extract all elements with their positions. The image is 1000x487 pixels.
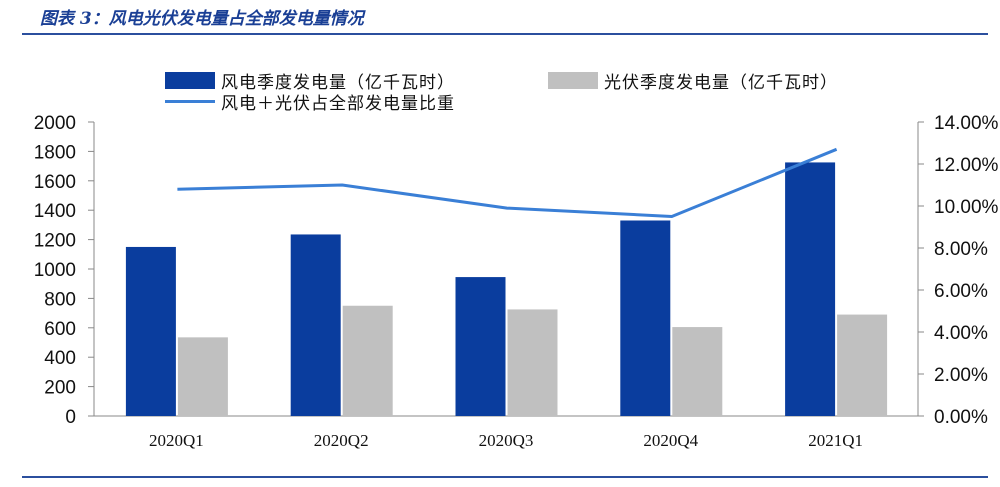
right-tick-label: 14.00%: [934, 113, 999, 134]
right-tick-label: 2.00%: [934, 365, 988, 386]
x-tick-label: 2020Q1: [149, 431, 204, 450]
bar-wind: [290, 234, 341, 416]
bar-solar: [672, 327, 723, 416]
left-tick-label: 1200: [34, 231, 76, 252]
legend-item-wind: 风电季度发电量（亿千瓦时）: [165, 68, 455, 93]
right-tick-label: 6.00%: [934, 281, 988, 302]
bar-solar: [342, 305, 393, 416]
legend-label-wind: 风电季度发电量（亿千瓦时）: [221, 73, 455, 93]
legend-label-solar: 光伏季度发电量（亿千瓦时）: [604, 73, 838, 93]
bar-wind: [455, 277, 506, 416]
bar-solar: [177, 337, 228, 416]
figure-title: 图表 3：风电光伏发电量占全部发电量情况: [40, 9, 364, 29]
left-tick-label: 2000: [34, 113, 76, 134]
x-tick-label: 2021Q1: [808, 431, 863, 450]
figure-header: 图表 3：风电光伏发电量占全部发电量情况: [0, 0, 1000, 35]
bar-solar: [837, 314, 888, 416]
left-tick-label: 800: [44, 289, 76, 310]
right-tick-label: 0.00%: [934, 407, 988, 428]
title-rule: [22, 33, 988, 35]
legend-label-share: 风电＋光伏占全部发电量比重: [221, 94, 455, 114]
right-tick-label: 12.00%: [934, 155, 999, 176]
left-tick-label: 1800: [34, 142, 76, 163]
legend-swatch-share: [165, 100, 215, 103]
legend-item-share: 风电＋光伏占全部发电量比重: [165, 89, 455, 114]
left-tick-label: 1000: [34, 260, 76, 281]
right-tick-label: 10.00%: [934, 197, 999, 218]
bottom-rule: [22, 476, 988, 478]
x-tick-label: 2020Q2: [314, 431, 369, 450]
right-tick-label: 8.00%: [934, 239, 988, 260]
left-tick-label: 400: [44, 348, 76, 369]
left-tick-label: 1600: [34, 172, 76, 193]
left-tick-label: 200: [44, 378, 76, 399]
x-tick-label: 2020Q3: [479, 431, 534, 450]
bar-wind: [620, 220, 671, 416]
bar-wind: [125, 246, 176, 416]
x-tick-label: 2020Q4: [643, 431, 698, 450]
legend-swatch-solar: [548, 72, 598, 89]
left-tick-label: 1400: [34, 201, 76, 222]
left-tick-label: 0: [65, 407, 76, 428]
legend-item-solar: 光伏季度发电量（亿千瓦时）: [548, 68, 838, 93]
bar-solar: [507, 309, 558, 416]
right-tick-label: 4.00%: [934, 323, 988, 344]
legend-swatch-wind: [165, 72, 215, 89]
line-share: [177, 147, 838, 218]
left-tick-label: 600: [44, 319, 76, 340]
bar-wind: [785, 162, 836, 416]
